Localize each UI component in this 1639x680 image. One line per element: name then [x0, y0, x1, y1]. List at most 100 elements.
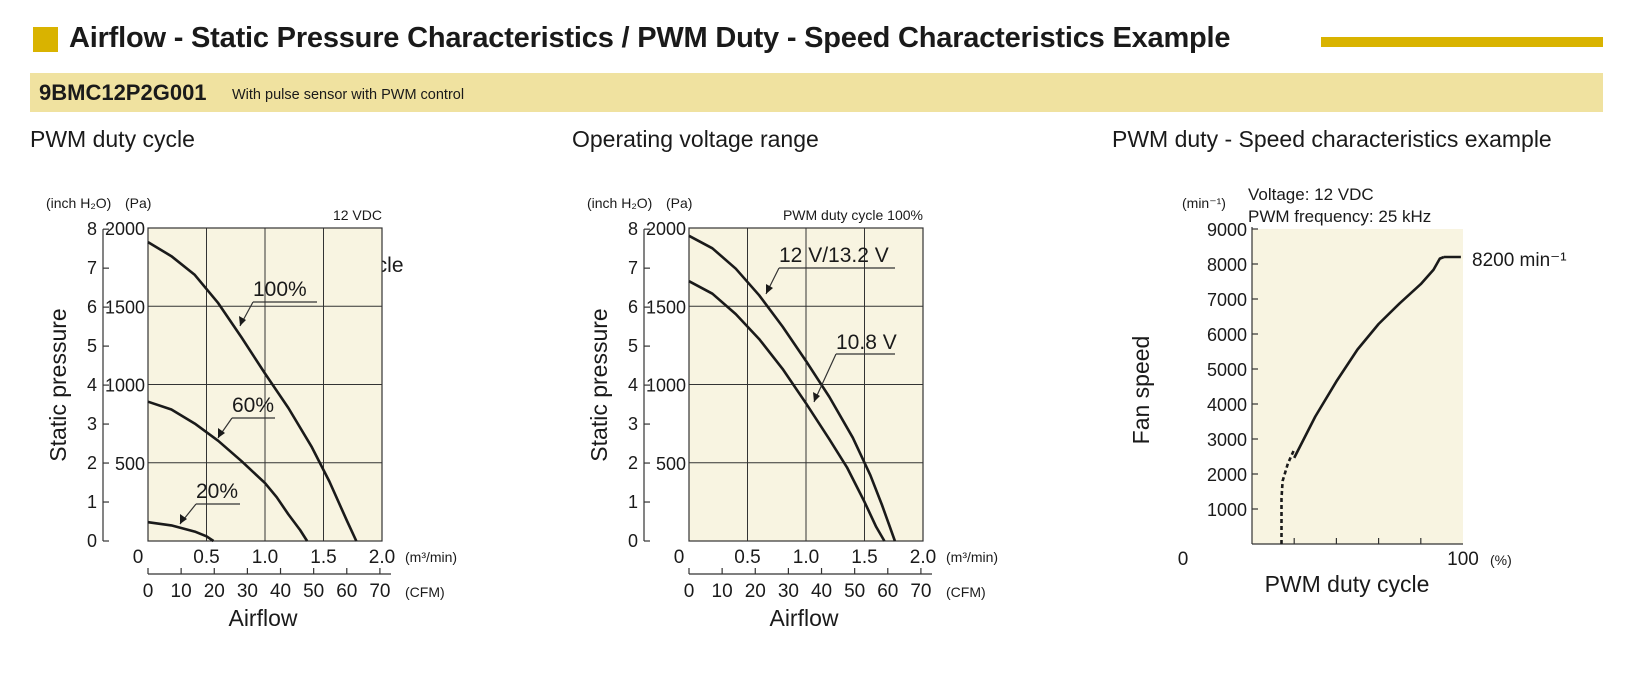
title-marker: [33, 27, 58, 52]
chart3-series-line-solid: [1293, 255, 1445, 459]
chart1-y-inch-tick-label: 5: [87, 336, 97, 356]
chart1-x-tick-label: 1.0: [252, 547, 278, 568]
chart3-series-line-dashed: [1280, 448, 1296, 544]
page-title: Airflow - Static Pressure Characteristic…: [69, 22, 1231, 54]
chart1-y-inch-tick-label: 3: [87, 414, 97, 434]
chart3-x-tick-label: 100: [1447, 549, 1479, 570]
chart3-curve-label: 8200 min⁻¹: [1472, 250, 1567, 271]
chart3-y-tick-label: 7000: [1207, 290, 1247, 310]
chart2-y-inch-tick-label: 8: [628, 219, 638, 239]
chart1-y-inch-tick-label: 6: [87, 297, 97, 317]
chart2-y-unit-pa: (Pa): [666, 195, 692, 211]
chart2-series-line: [688, 280, 886, 542]
chart2-plot-frame: [688, 227, 924, 542]
chart2-x2-tick-label: 20: [745, 581, 766, 602]
chart1-y-unit-inch: (inch H₂O): [46, 195, 111, 211]
chart1-y-inch-tick-label: 8: [87, 219, 97, 239]
chart2-x2-tick-label: 50: [844, 581, 865, 602]
chart2-x2-tick-label: 60: [877, 581, 898, 602]
chart2-x-tick-label: 1.5: [851, 547, 877, 568]
chart1-series-line: [147, 240, 358, 542]
page-header: Airflow - Static Pressure Characteristic…: [33, 18, 1603, 62]
chart2-x2-tick-label: 10: [712, 581, 733, 602]
chart1-series-label: 100%: [253, 278, 307, 301]
chart3-x-tick-label: 0: [1178, 549, 1189, 570]
chart3-y-tick-label: 2000: [1207, 465, 1247, 485]
chart1-x2-tick-label: 20: [204, 581, 225, 602]
chart3-y-tick-label: 3000: [1207, 430, 1247, 450]
chart1-annotation: 12 VDC: [333, 207, 382, 223]
chart3-x-axis-label: PWM duty cycle: [1265, 571, 1430, 597]
chart1-label-arrowhead: [239, 316, 246, 326]
chart1-y-pa-tick-label: 500: [115, 454, 145, 474]
chart1-x-tick-label: 0: [133, 547, 144, 568]
chart1-y-inch-tick-label: 7: [87, 258, 97, 278]
chart2-title: Operating voltage range: [572, 126, 819, 152]
chart1-x2-tick-label: 0: [143, 581, 154, 602]
chart2-x-tick-label: 1.0: [793, 547, 819, 568]
chart3-x-unit: (%): [1490, 552, 1512, 568]
chart2-y-pa-tick-label: 1500: [646, 297, 686, 317]
chart1-title: PWM duty cycle: [30, 126, 195, 152]
model-band: 9BMC12P2G001 With pulse sensor with PWM …: [30, 73, 1603, 112]
chart2-y-inch-tick-label: 6: [628, 297, 638, 317]
chart1-label-arrowhead: [180, 514, 187, 524]
chart2-x-tick-label: 0.5: [734, 547, 760, 568]
chart3-annotation-frequency: PWM frequency: 25 kHz: [1248, 207, 1431, 226]
chart3-title: PWM duty - Speed characteristics example: [1112, 126, 1552, 152]
chart1-series-line: [147, 520, 215, 543]
chart1-y-pa-tick-label: 2000: [105, 219, 145, 239]
chart1-y-inch-tick-label: 4: [87, 375, 97, 395]
chart1-y-pa-tick-label: 1500: [105, 297, 145, 317]
model-name: 9BMC12P2G001: [39, 80, 207, 105]
chart3-y-tick-label: 5000: [1207, 360, 1247, 380]
chart1-y-pa-tick-label: 1000: [105, 376, 145, 396]
chart2-y-unit-inch: (inch H₂O): [587, 195, 652, 211]
model-description: With pulse sensor with PWM control: [232, 87, 465, 103]
chart3-y-tick-label: 4000: [1207, 395, 1247, 415]
chart2-y-axis-label: Static pressure: [586, 308, 612, 461]
chart2-y-inch-tick-label: 1: [628, 492, 638, 512]
chart1-plot-frame: [147, 227, 383, 542]
chart2-y-inch-tick-label: 2: [628, 453, 638, 473]
chart1-x-unit: (m³/min): [405, 549, 457, 565]
chart2-series-label: 12 V/13.2 V: [779, 244, 889, 267]
chart2-y-inch-tick-label: 0: [628, 531, 638, 551]
chart2-label-arrowhead: [766, 284, 773, 294]
chart2-series-line: [688, 234, 897, 542]
chart2-x-axis-label: Airflow: [769, 605, 838, 631]
chart2-y-pa-tick-label: 2000: [646, 219, 686, 239]
title-rule: [1321, 37, 1603, 47]
chart1-y-axis-label: Static pressure: [45, 308, 71, 461]
chart2-x2-tick-label: 30: [778, 581, 799, 602]
chart1-x2-tick-label: 50: [303, 581, 324, 602]
chart1-x-tick-label: 0.5: [193, 547, 219, 568]
chart2-y-inch-tick-label: 4: [628, 375, 638, 395]
chart2-x-tick-label: 2.0: [910, 547, 936, 568]
chart3-y-axis-label: Fan speed: [1128, 336, 1154, 445]
chart3-plot-area: [1252, 229, 1463, 544]
chart1-x2-tick-label: 40: [270, 581, 291, 602]
chart2-y-pa-tick-label: 1000: [646, 376, 686, 396]
chart1-x2-tick-label: 70: [369, 581, 390, 602]
chart3-y-tick-label: 1000: [1207, 500, 1247, 520]
chart1-y-inch-tick-label: 1: [87, 492, 97, 512]
chart3-y-unit: (min⁻¹): [1182, 195, 1226, 211]
chart1-series-label: 60%: [232, 394, 274, 417]
chart3-annotation-voltage: Voltage: 12 VDC: [1248, 185, 1374, 204]
chart1-label-arrowhead: [218, 428, 225, 438]
chart1-series-line: [147, 400, 309, 542]
chart1-y-unit-pa: (Pa): [125, 195, 151, 211]
chart2-x2-unit: (CFM): [946, 584, 986, 600]
chart1-x2-unit: (CFM): [405, 584, 445, 600]
chart3-y-tick-label: 9000: [1207, 220, 1247, 240]
chart1-x2-tick-label: 60: [336, 581, 357, 602]
chart1-x-tick-label: 2.0: [369, 547, 395, 568]
chart2-y-pa-tick-label: 500: [656, 454, 686, 474]
chart2-x-unit: (m³/min): [946, 549, 998, 565]
chart2-x2-tick-label: 70: [910, 581, 931, 602]
chart3-y-tick-label: 6000: [1207, 325, 1247, 345]
chart2-x2-tick-label: 40: [811, 581, 832, 602]
chart2-x-tick-label: 0: [674, 547, 685, 568]
